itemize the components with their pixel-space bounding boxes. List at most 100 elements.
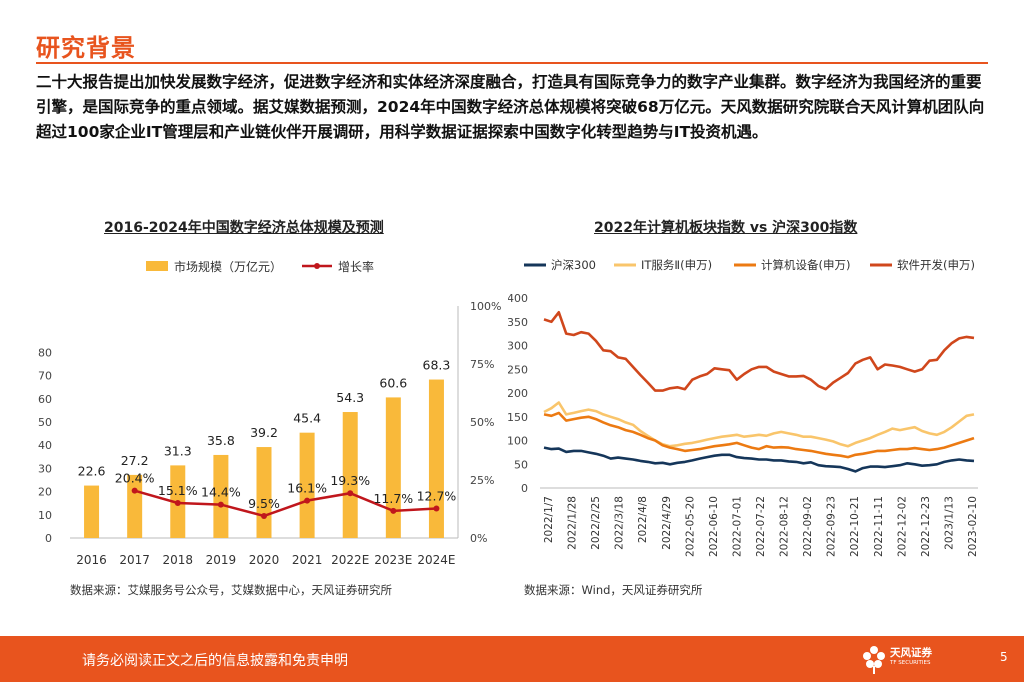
- x-tick-label: 2022-06-10: [708, 496, 720, 557]
- y-tick-label: 10: [38, 509, 52, 522]
- bar-chart-title: 2016-2024年中国数字经济总体规模及预测: [104, 220, 384, 236]
- index-line-2: [543, 411, 975, 459]
- growth-rate-label: 19.3%: [330, 473, 370, 488]
- y-tick-label: 300: [508, 340, 528, 353]
- x-tick-label: 2018: [163, 553, 194, 567]
- y-tick-label: 50: [514, 458, 528, 471]
- growth-rate-point: [390, 507, 397, 514]
- disclaimer-text: 请务必阅读正文之后的信息披露和免责申明: [82, 653, 348, 669]
- bar-value-label: 45.4: [293, 411, 321, 426]
- y-tick-label: 250: [508, 363, 528, 376]
- y-tick-label: 80: [38, 346, 52, 359]
- growth-rate-label: 12.7%: [417, 489, 457, 504]
- legend-bar-label: 市场规模（万亿元）: [174, 259, 282, 274]
- y2-tick-label: 25%: [470, 474, 494, 487]
- index-line-chart: 沪深300 IT服务Ⅱ(申万) 计算机设备(申万) 软件开发(申万) 0 50 100 150…: [508, 258, 979, 557]
- growth-rate-label: 15.1%: [158, 483, 198, 498]
- x-tick-label: 2022/4/8: [637, 496, 649, 543]
- x-tick-label: 2022-10-21: [849, 496, 861, 557]
- x-tick-label: 2022/1/7: [543, 496, 555, 543]
- bar-value-label: 22.6: [78, 464, 106, 479]
- x-tick-label: 2022-12-23: [920, 496, 932, 557]
- growth-rate-point: [304, 497, 311, 504]
- x-tick-label: 2021: [292, 553, 323, 567]
- y-tick-label: 20: [38, 486, 52, 499]
- x-tick-label: 2022-08-12: [779, 496, 791, 557]
- bar: [84, 485, 100, 538]
- bar: [385, 397, 401, 538]
- x-tick-label: 2022-09-23: [826, 496, 838, 557]
- bar-value-label: 60.6: [379, 375, 407, 390]
- page-number: 5: [1000, 650, 1008, 664]
- growth-rate-point: [347, 490, 354, 497]
- y-tick-label: 400: [508, 292, 528, 305]
- x-tick-label: 2022/1/28: [567, 496, 579, 550]
- y-tick-label: 150: [508, 411, 528, 424]
- x-tick-label: 2022-12-02: [896, 496, 908, 557]
- x-tick-label: 2022-09-02: [802, 496, 814, 557]
- growth-rate-line: [134, 489, 437, 518]
- bar: [213, 454, 229, 538]
- bar-value-label: 39.2: [250, 425, 278, 440]
- footer-bar: 请务必阅读正文之后的信息披露和免责申明 天风证券 TF SECURITIES 5: [0, 636, 1024, 682]
- x-tick-label: 2022E: [331, 553, 369, 567]
- x-tick-label: 2017: [119, 553, 150, 567]
- legend-line-marker: [314, 263, 320, 269]
- x-tick-label: 2022/3/18: [614, 496, 626, 550]
- y-tick-label: 350: [508, 316, 528, 329]
- index-line-0: [543, 446, 975, 473]
- growth-rate-label: 14.4%: [201, 485, 241, 500]
- y-tick-label: 30: [38, 462, 52, 475]
- growth-rate-label: 20.4%: [115, 471, 155, 486]
- growth-rate-point: [433, 505, 440, 512]
- x-tick-label: 2024E: [417, 553, 455, 567]
- line-chart-source: 数据来源：Wind，天风证券研究所: [524, 583, 703, 597]
- title-divider: [36, 62, 988, 64]
- y-tick-label: 70: [38, 370, 52, 383]
- bar-chart-source: 数据来源：艾媒服务号公众号，艾媒数据中心，天风证券研究所: [70, 583, 392, 597]
- legend-line-label: 增长率: [338, 259, 374, 274]
- bar-value-label: 31.3: [164, 443, 192, 458]
- y-tick-label: 60: [38, 393, 52, 406]
- legend-label: IT服务Ⅱ(申万): [641, 258, 712, 272]
- legend-label: 软件开发(申万): [897, 258, 975, 272]
- y-tick-label: 0: [45, 532, 52, 545]
- bar-value-label: 54.3: [336, 390, 364, 405]
- index-line-1: [543, 401, 975, 448]
- x-tick-label: 2022-07-22: [755, 496, 767, 557]
- digital-economy-bar-chart: 市场规模（万亿元） 增长率 0 10 20 30 40 50 60 70 80 0% 25% 50% 75%…: [38, 259, 501, 567]
- company-logo: 天风证券 TF SECURITIES: [862, 642, 952, 676]
- y-tick-label: 0: [521, 482, 528, 495]
- bar: [256, 447, 272, 538]
- bar-value-label: 68.3: [423, 358, 451, 373]
- y-tick-label: 200: [508, 387, 528, 400]
- x-tick-label: 2022/2/25: [590, 496, 602, 550]
- x-tick-label: 2022-05-20: [684, 496, 696, 557]
- x-tick-label: 2023E: [374, 553, 412, 567]
- legend-label: 沪深300: [551, 258, 596, 272]
- legend-bar-swatch: [146, 261, 168, 271]
- legend-label: 计算机设备(申万): [761, 258, 850, 272]
- y2-tick-label: 0%: [470, 532, 487, 545]
- growth-rate-label: 11.7%: [373, 491, 413, 506]
- bar-value-label: 35.8: [207, 433, 235, 448]
- growth-rate-point: [217, 501, 224, 508]
- y2-tick-label: 75%: [470, 358, 494, 371]
- flower-logo-icon: [863, 646, 885, 674]
- bar: [428, 379, 444, 538]
- x-tick-label: 2019: [206, 553, 237, 567]
- x-tick-label: 2023-02-10: [967, 496, 979, 557]
- growth-rate-label: 16.1%: [287, 481, 327, 496]
- intro-paragraph: 二十大报告提出加快发展数字经济，促进数字经济和实体经济深度融合，打造具有国际竞争…: [36, 73, 985, 141]
- y-tick-label: 40: [38, 439, 52, 452]
- growth-rate-point: [174, 499, 181, 506]
- index-line-3: [543, 310, 975, 392]
- line-chart-title: 2022年计算机板块指数 vs 沪深300指数: [594, 220, 858, 236]
- x-tick-label: 2022-07-01: [731, 496, 743, 557]
- x-tick-label: 2020: [249, 553, 280, 567]
- x-tick-label: 2022-11-11: [873, 496, 885, 557]
- y2-tick-label: 100%: [470, 300, 501, 313]
- growth-rate-point: [261, 512, 267, 519]
- x-tick-label: 2023/1/13: [943, 496, 955, 550]
- bar: [342, 412, 358, 538]
